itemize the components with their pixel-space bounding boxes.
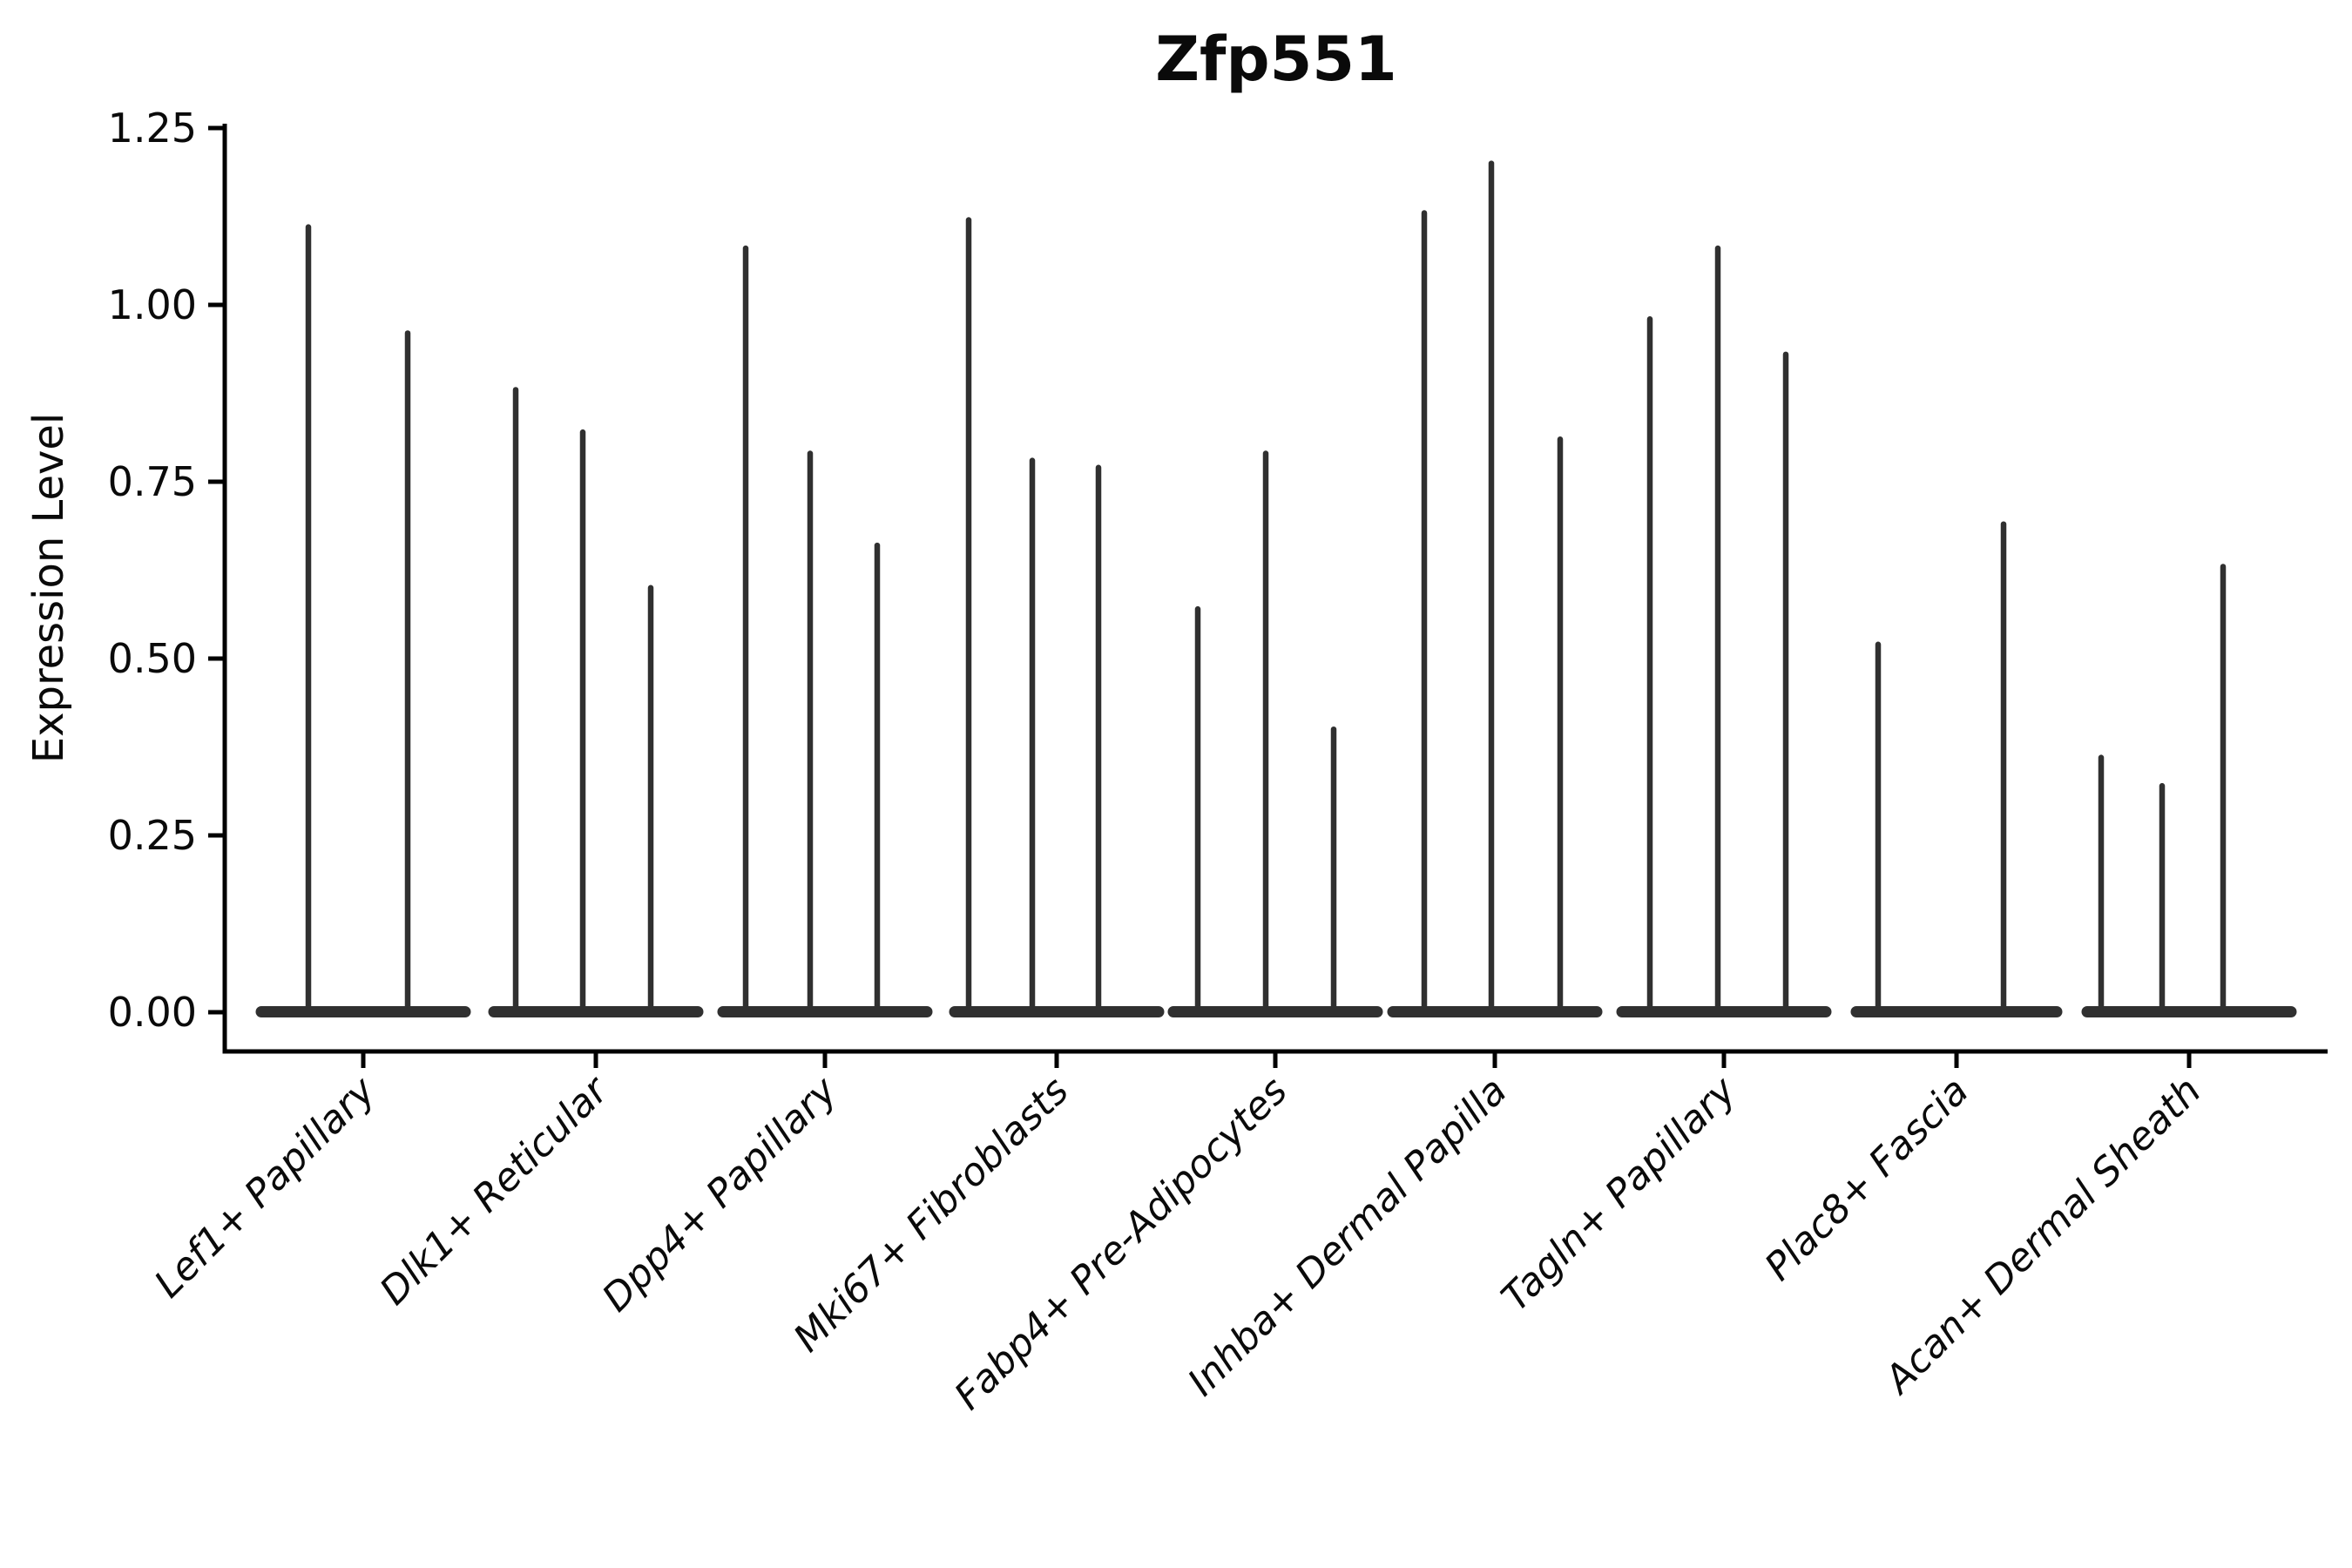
x-tick-label: Tagln+ Papillary [1493, 1068, 1745, 1320]
violin-base [2081, 1006, 2297, 1017]
x-tick-label: Dpp4+ Papillary [594, 1068, 847, 1321]
chart-title: Zfp551 [1155, 24, 1396, 95]
x-tick-label: Plac8+ Fascia [1756, 1069, 1977, 1289]
x-tick-label: Lef1+ Papillary [146, 1068, 385, 1307]
violin-base [255, 1006, 471, 1017]
violin-base [1616, 1006, 1832, 1017]
y-axis-label: Expression Level [24, 413, 73, 764]
x-tick-label: Dlk1+ Reticular [371, 1067, 618, 1314]
y-tick-label: 0.50 [108, 635, 197, 682]
violin-base [717, 1006, 933, 1017]
violin-base [1387, 1006, 1603, 1017]
violin-base [949, 1006, 1165, 1017]
y-tick-label: 0.75 [108, 458, 197, 505]
violin-base [488, 1006, 704, 1017]
y-tick-label: 0.25 [108, 812, 197, 859]
y-tick-label: 1.00 [108, 281, 197, 328]
y-tick-label: 1.25 [108, 105, 197, 152]
violin-base [1167, 1006, 1383, 1017]
violin-base [1850, 1006, 2063, 1017]
y-tick-label: 0.00 [108, 989, 197, 1036]
